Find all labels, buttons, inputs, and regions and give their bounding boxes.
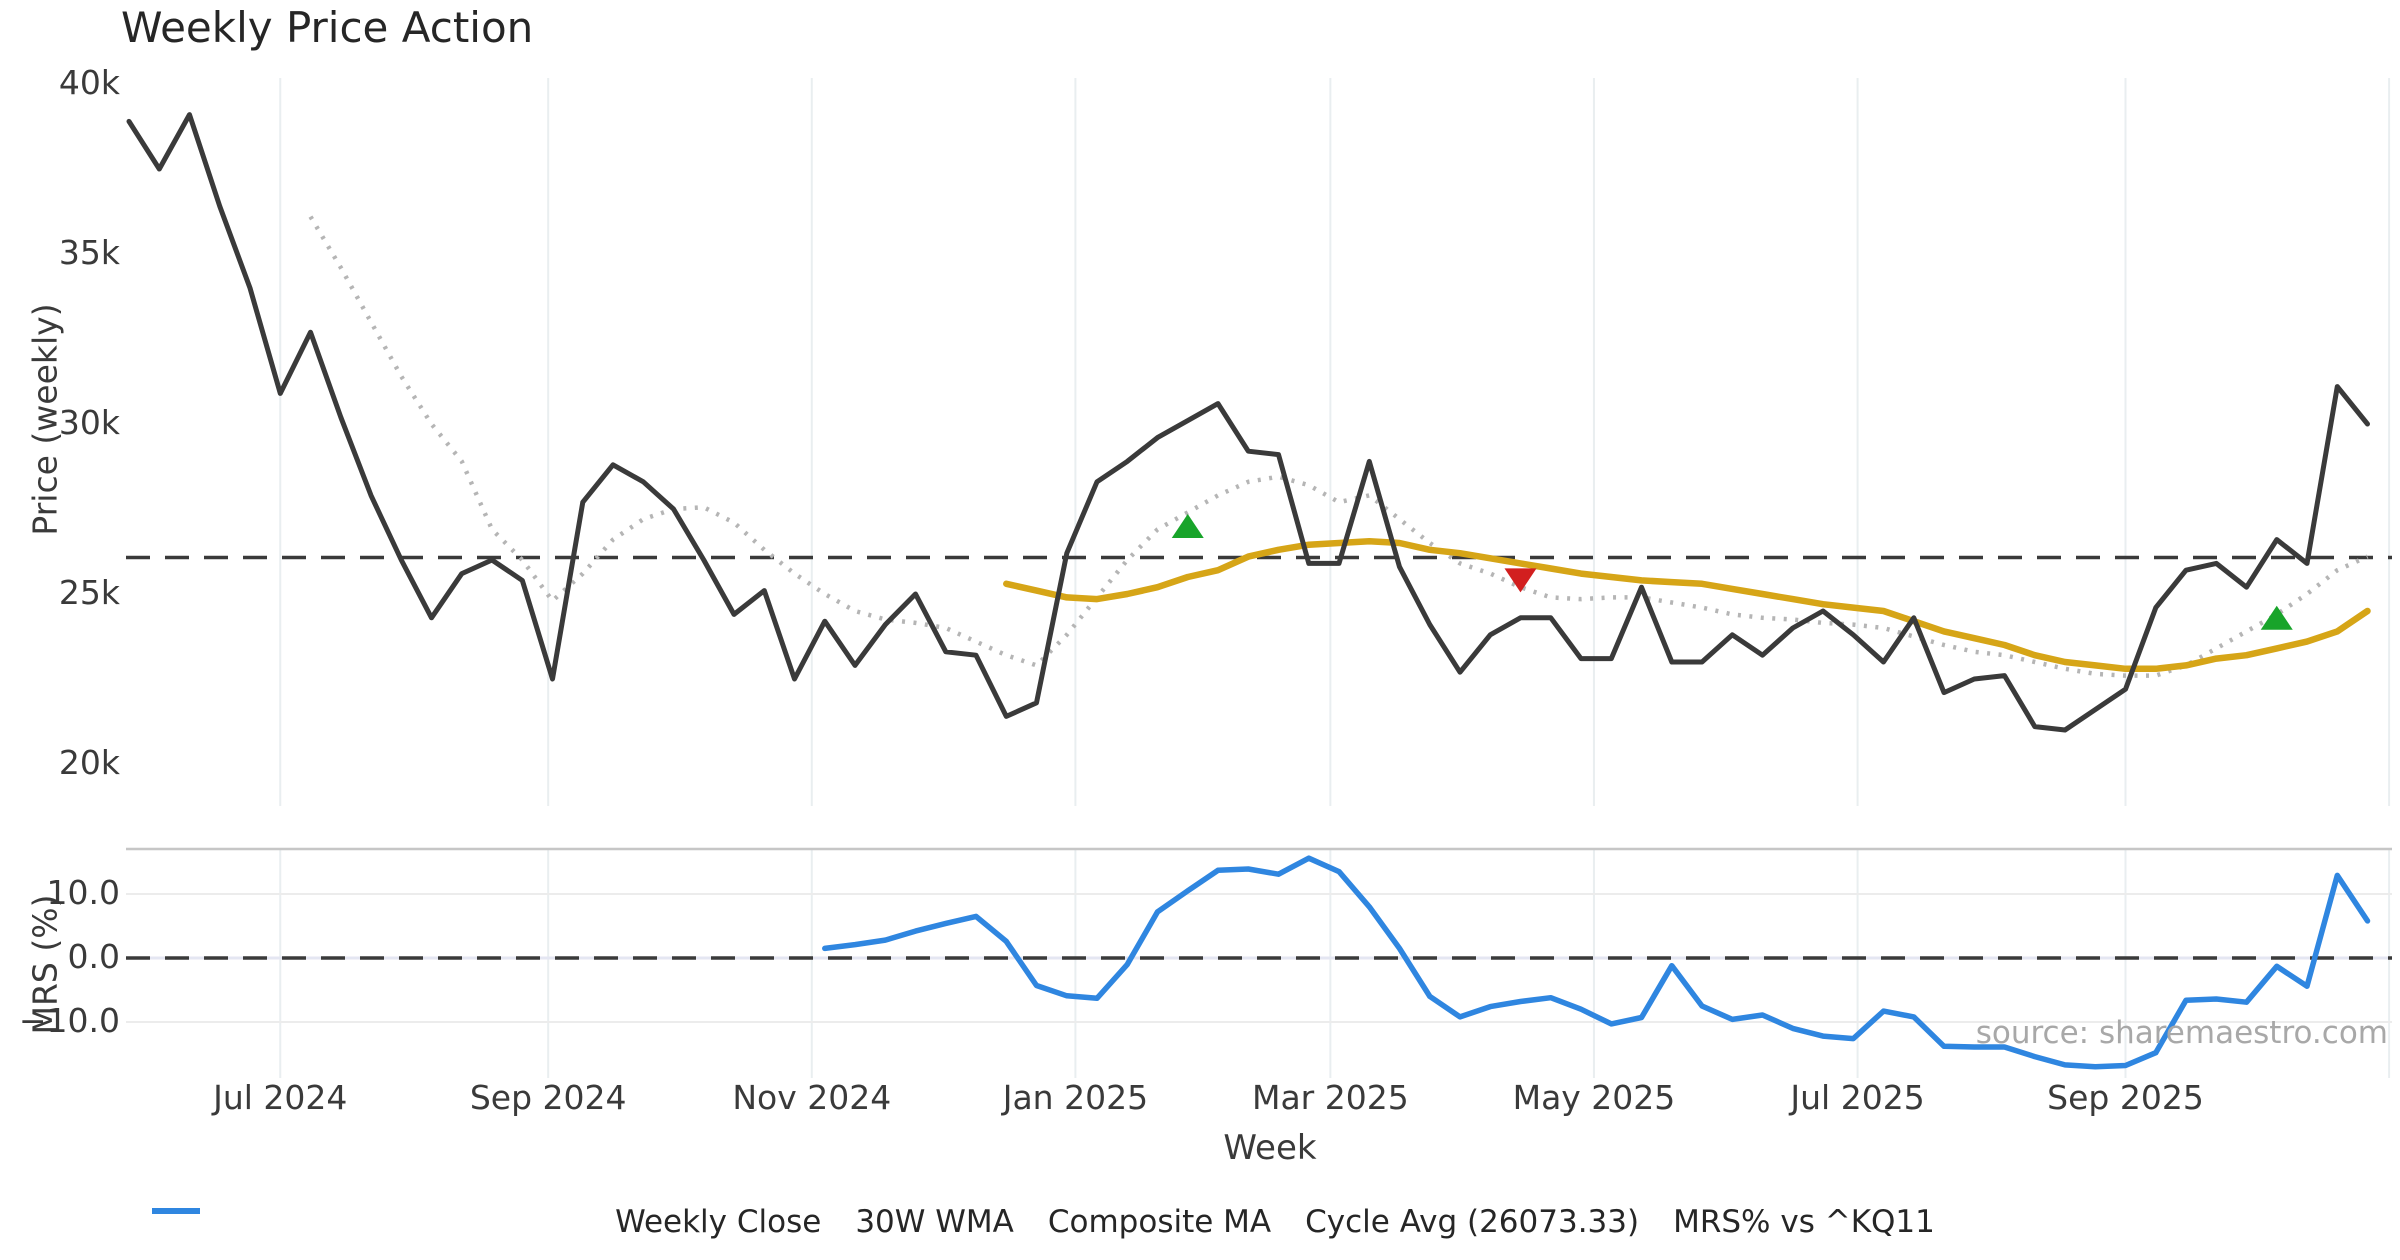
chart-title: Weekly Price Action	[121, 3, 534, 52]
x-tick-label: Mar 2025	[1251, 1078, 1409, 1117]
y-tick-label: −10.0	[18, 1001, 120, 1040]
wma-series-line	[1003, 538, 2371, 673]
signal-marker-up	[1171, 514, 1204, 538]
y-tick-label: 20k	[58, 743, 120, 782]
signal-marker-up	[2260, 605, 2293, 630]
y-tick-label: 25k	[58, 573, 120, 612]
y-tick-label: 35k	[58, 233, 120, 272]
composite-series-line	[308, 215, 2369, 678]
legend-swatch-solid	[152, 1208, 200, 1214]
legend: Weekly Close 30W WMA Composite MA Cycle Avg…	[150, 1204, 2400, 1240]
source-note: source: sharemaestro.com	[1975, 1015, 2388, 1051]
legend-label: MRS% vs ^KQ11	[1673, 1204, 1935, 1240]
x-tick-label: May 2025	[1512, 1078, 1676, 1117]
legend-item: Composite MA	[152, 1204, 1272, 1240]
mrs-series-line	[822, 855, 2371, 1070]
x-axis-label: Week	[1223, 1128, 1317, 1168]
legend-label: Composite MA	[1047, 1204, 1272, 1240]
legend-item: Cycle Avg (26073.33)	[152, 1204, 1640, 1240]
x-tick-label: Jul 2024	[213, 1078, 348, 1117]
legend-item: MRS% vs ^KQ11	[152, 1204, 1935, 1240]
x-tick-label: Jan 2025	[1002, 1078, 1149, 1117]
y-tick-label: 30k	[58, 403, 120, 442]
legend-label: Cycle Avg (26073.33)	[1305, 1204, 1640, 1240]
legend-label: 30W WMA	[855, 1204, 1014, 1240]
legend-item: 30W WMA	[152, 1204, 1014, 1240]
x-tick-label: Nov 2024	[732, 1078, 892, 1117]
legend-label: Weekly Close	[615, 1204, 822, 1240]
x-tick-label: Jul 2025	[1790, 1078, 1925, 1117]
price-series-line	[126, 112, 2370, 733]
y-tick-label: 10.0	[46, 873, 120, 912]
legend-item: Weekly Close	[152, 1204, 822, 1240]
x-tick-label: Sep 2025	[2047, 1078, 2204, 1117]
y-tick-label: 0.0	[67, 937, 120, 976]
x-tick-label: Sep 2024	[469, 1078, 627, 1117]
y-tick-label: 40k	[58, 63, 120, 102]
signal-marker-down	[1504, 568, 1537, 593]
